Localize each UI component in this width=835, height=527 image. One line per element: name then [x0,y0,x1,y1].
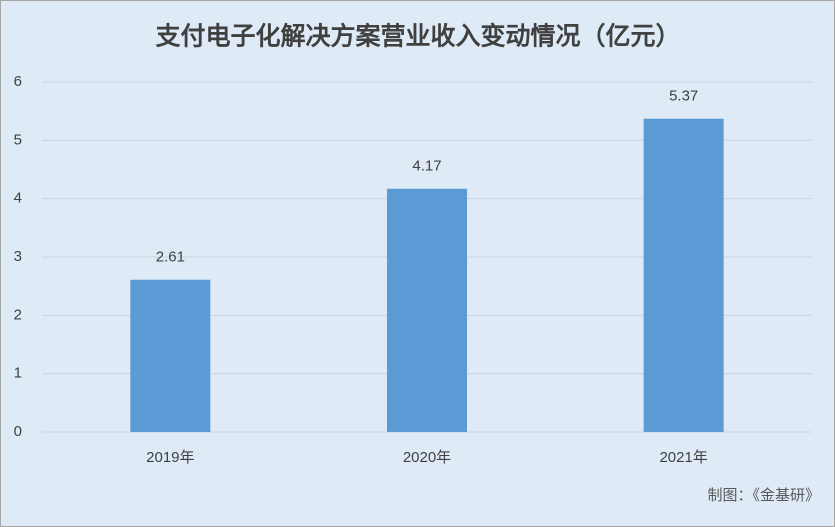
source-note: 制图：《金基研》 [707,487,820,504]
y-tick-label: 3 [14,248,22,265]
y-tick-label: 6 [14,73,22,90]
y-tick-label: 2 [14,306,22,323]
data-label: 2.61 [156,249,185,266]
y-tick-label: 0 [14,423,22,440]
data-label: 5.37 [669,88,698,105]
bar [387,188,467,432]
chart-title: 支付电子化解决方案营业收入变动情况（亿元） [155,22,680,51]
y-tick-label: 4 [14,190,22,207]
x-tick-label: 2020年 [403,449,451,466]
bar [130,279,211,432]
x-tick-label: 2019年 [146,449,194,466]
bar [643,118,724,432]
y-tick-label: 5 [14,131,22,148]
x-tick-label: 2021年 [659,449,707,466]
data-label: 4.17 [412,158,441,175]
y-tick-label: 1 [14,365,22,382]
